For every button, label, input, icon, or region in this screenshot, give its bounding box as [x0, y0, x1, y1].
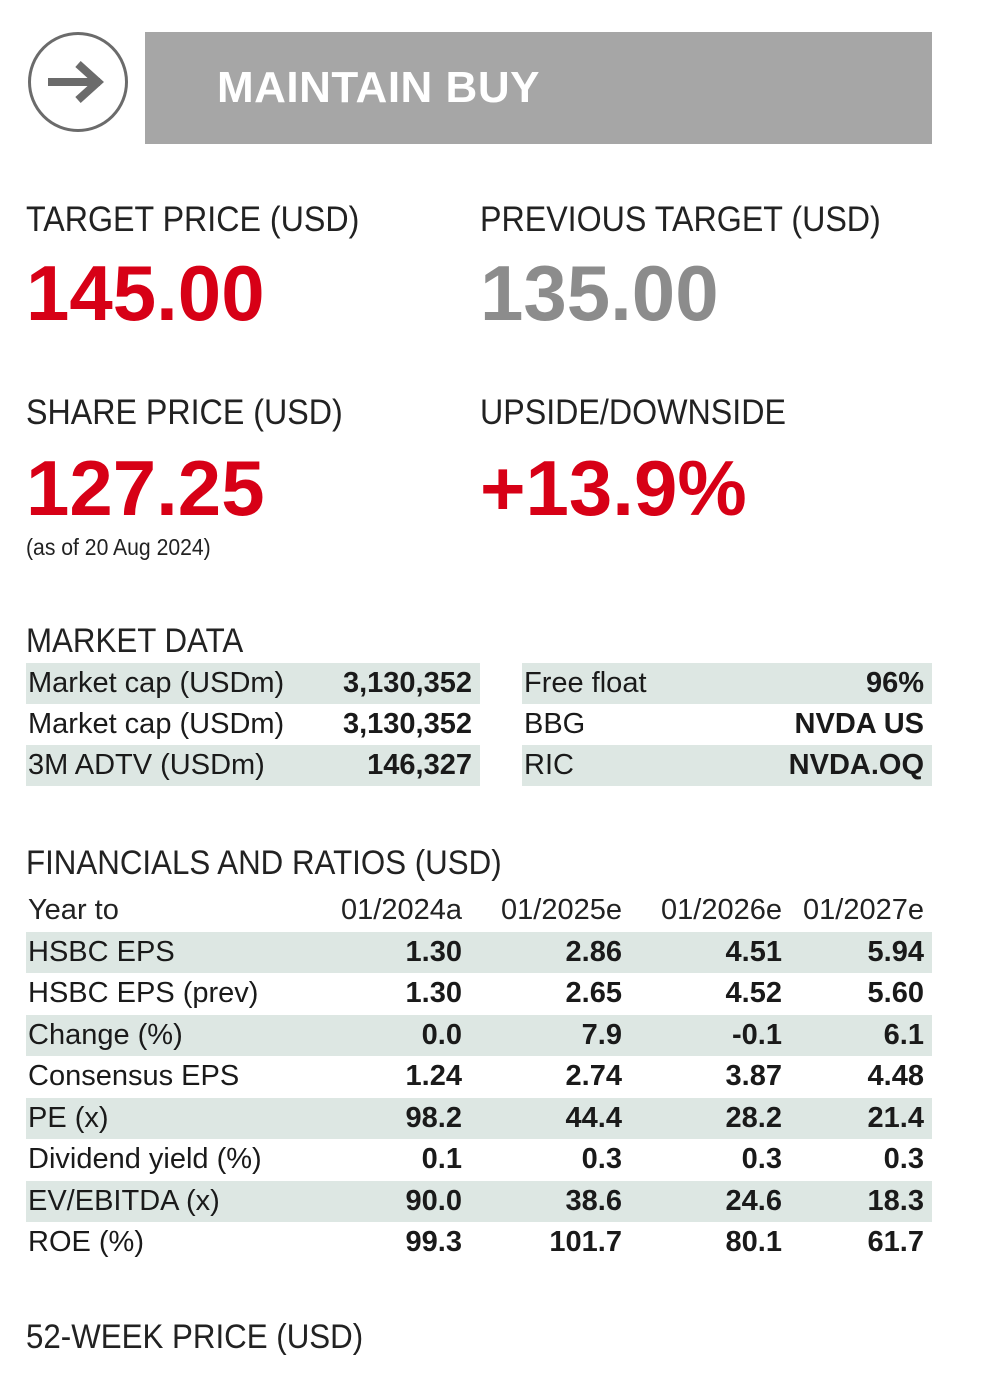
table-cell: 99.3 — [405, 1226, 462, 1259]
table-cell: 44.4 — [470, 1097, 630, 1139]
table-cell: 1.30 — [316, 931, 470, 973]
rating-block: MAINTAIN BUY — [28, 32, 932, 144]
table-row: Dividend yield (%) 0.1 0.3 0.3 0.3 — [26, 1139, 932, 1181]
previous-target-value: 135.00 — [480, 249, 719, 337]
row-label: HSBC EPS (prev) — [28, 977, 259, 1010]
row-label: EV/EBITDA (x) — [26, 1180, 316, 1222]
market-value: 3,130,352 — [342, 708, 472, 740]
table-cell: 3.87 — [725, 1060, 782, 1093]
market-data-title: MARKET DATA — [26, 622, 244, 660]
table-row: BBG NVDA US — [522, 704, 932, 745]
market-data-left-table: Market cap (USDm) 3,130,352 Market cap (… — [26, 663, 480, 786]
upside-label: UPSIDE/DOWNSIDE — [480, 393, 786, 432]
table-cell: 18.3 — [790, 1180, 932, 1222]
table-cell: 24.6 — [630, 1180, 790, 1222]
table-row: PE (x) 98.2 44.4 28.2 21.4 — [26, 1097, 932, 1139]
share-price-date-note: (as of 20 Aug 2024) — [26, 534, 211, 560]
table-cell: 4.52 — [725, 977, 782, 1010]
table-row: Market cap (USDm) 3,130,352 — [26, 663, 480, 704]
table-row: Change (%) 0.0 7.9 -0.1 6.1 — [26, 1014, 932, 1056]
table-row: RIC NVDA.OQ — [522, 745, 932, 786]
column-header: 01/2025e — [501, 894, 622, 927]
table-cell: 0.3 — [741, 1143, 782, 1176]
table-cell: 4.48 — [867, 1060, 924, 1093]
market-data-right-table: Free float 96% BBG NVDA US RIC NVDA.OQ — [522, 663, 932, 786]
table-cell: 2.86 — [470, 931, 630, 973]
column-header: 01/2024a — [341, 894, 462, 927]
table-row: ROE (%) 99.3 101.7 80.1 61.7 — [26, 1222, 932, 1264]
table-cell: 90.0 — [316, 1180, 470, 1222]
market-label: RIC — [522, 745, 718, 786]
previous-target-label: PREVIOUS TARGET (USD) — [480, 200, 881, 239]
financials-table: Year to 01/2024a 01/2025e 01/2026e 01/20… — [26, 890, 932, 1264]
market-value: NVDA US — [794, 708, 924, 740]
table-cell: 1.24 — [405, 1060, 462, 1093]
market-label: 3M ADTV (USDm) — [26, 745, 325, 786]
table-cell: 2.74 — [565, 1060, 622, 1093]
table-cell: 61.7 — [867, 1226, 924, 1259]
table-cell: 0.3 — [581, 1143, 622, 1176]
market-label: Free float — [522, 663, 718, 704]
table-cell: 2.65 — [565, 977, 622, 1010]
market-value: 3,130,352 — [324, 663, 480, 704]
row-label: Dividend yield (%) — [28, 1143, 262, 1176]
market-value: 96% — [717, 663, 932, 704]
table-cell: -0.1 — [630, 1014, 790, 1056]
table-row: Free float 96% — [522, 663, 932, 704]
financials-title: FINANCIALS AND RATIOS (USD) — [26, 844, 502, 882]
market-label: Market cap (USDm) — [26, 663, 325, 704]
table-cell: 0.1 — [421, 1143, 462, 1176]
rating-label: MAINTAIN BUY — [217, 63, 540, 112]
week52-title: 52-WEEK PRICE (USD) — [26, 1318, 364, 1356]
table-cell: 5.60 — [867, 977, 924, 1010]
table-cell: 28.2 — [630, 1097, 790, 1139]
share-price-label: SHARE PRICE (USD) — [26, 393, 343, 432]
table-cell: 38.6 — [470, 1180, 630, 1222]
table-cell: 7.9 — [470, 1014, 630, 1056]
table-cell: 101.7 — [549, 1226, 622, 1259]
row-label: HSBC EPS — [26, 931, 316, 973]
market-value: NVDA.OQ — [717, 745, 932, 786]
market-label: BBG — [524, 708, 586, 740]
table-header-row: Year to 01/2024a 01/2025e 01/2026e 01/20… — [26, 890, 932, 932]
row-label: Consensus EPS — [28, 1060, 240, 1093]
row-label: Change (%) — [26, 1014, 316, 1056]
market-value: 146,327 — [324, 745, 480, 786]
table-row: 3M ADTV (USDm) 146,327 — [26, 745, 480, 786]
table-cell: 6.1 — [790, 1014, 932, 1056]
upside-value: +13.9% — [480, 444, 747, 532]
share-price-value: 127.25 — [26, 444, 265, 532]
table-cell: 1.30 — [405, 977, 462, 1010]
column-header: 01/2026e — [661, 894, 782, 927]
table-cell: 0.3 — [883, 1143, 924, 1176]
market-label: Market cap (USDm) — [28, 708, 285, 740]
row-label: ROE (%) — [28, 1226, 144, 1259]
table-cell: 5.94 — [790, 931, 932, 973]
table-row: HSBC EPS 1.30 2.86 4.51 5.94 — [26, 931, 932, 973]
rating-banner: MAINTAIN BUY — [145, 32, 932, 144]
table-row: EV/EBITDA (x) 90.0 38.6 24.6 18.3 — [26, 1180, 932, 1222]
table-row: HSBC EPS (prev) 1.30 2.65 4.52 5.60 — [26, 973, 932, 1015]
row-label: PE (x) — [26, 1097, 316, 1139]
table-cell: 98.2 — [316, 1097, 470, 1139]
column-header: 01/2027e — [803, 894, 924, 927]
table-cell: 4.51 — [630, 931, 790, 973]
column-header: Year to — [28, 894, 119, 927]
right-arrow-icon — [28, 32, 128, 132]
table-row: Consensus EPS 1.24 2.74 3.87 4.48 — [26, 1056, 932, 1098]
table-row: Market cap (USDm) 3,130,352 — [26, 704, 480, 745]
table-cell: 80.1 — [725, 1226, 782, 1259]
table-cell: 21.4 — [790, 1097, 932, 1139]
target-price-value: 145.00 — [26, 249, 265, 337]
target-price-label: TARGET PRICE (USD) — [26, 200, 360, 239]
table-cell: 0.0 — [316, 1014, 470, 1056]
